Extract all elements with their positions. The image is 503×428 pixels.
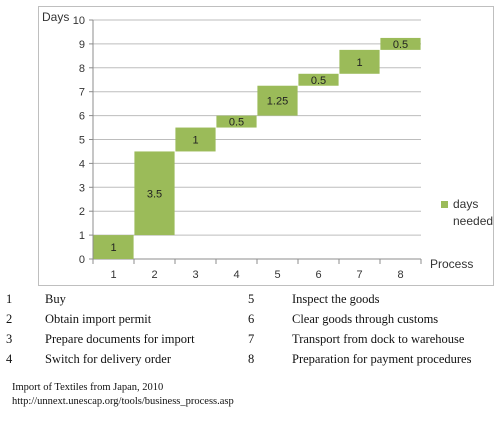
y-tick-label: 2 [79,206,85,218]
process-row: 1 Buy [6,292,256,310]
process-name: Prepare documents for import [45,332,195,346]
chart-area: 1 3.5 1 0.5 1.25 0.5 1 0.5 0 1 2 3 4 5 6 7 8 9 10 1 2 3 4 5 6 7 8… [38,6,494,286]
process-number: 3 [6,332,13,346]
data-label: 1 [192,135,198,147]
process-row: 6 Clear goods through customs [248,312,498,330]
source-url: http://unnext.unescap.org/tools/business… [12,396,234,407]
x-tick-label: 7 [356,269,362,281]
process-name: Clear goods through customs [292,312,439,326]
legend-swatch [441,201,448,208]
data-label: 0.5 [311,75,326,87]
data-label: 3.5 [147,188,162,200]
data-label: 0.5 [393,39,408,51]
data-label: 1 [356,57,362,69]
process-name: Inspect the goods [292,292,380,306]
x-tick-label: 5 [274,269,280,281]
process-number: 6 [248,312,255,326]
legend-label: days needed [453,197,493,228]
process-name: Preparation for payment procedures [292,352,472,366]
bar [93,235,134,259]
x-axis-label: Process [430,257,473,271]
x-tick-label: 2 [151,269,157,281]
process-row: 2 Obtain import permit [6,312,256,330]
y-tick-label: 9 [79,39,85,51]
y-tick-label: 3 [79,182,85,194]
source-note: Import of Textiles from Japan, 2010 http… [12,381,234,409]
y-tick-label: 10 [73,15,85,27]
process-name: Obtain import permit [45,312,152,326]
bar [298,73,339,86]
y-tick-label: 1 [79,230,85,242]
y-tick-label: 4 [79,158,85,170]
process-name: Switch for delivery order [45,352,172,366]
bar [134,151,175,236]
bar-labels: 1 3.5 1 0.5 1.25 0.5 1 0.5 [110,39,408,254]
process-number: 2 [6,312,13,326]
process-row: 4 Switch for delivery order [6,352,256,370]
process-number: 5 [248,292,255,306]
axis-ticks: 0 1 2 3 4 5 6 7 8 9 10 1 2 3 4 5 6 7 8 [73,15,422,281]
process-name: Transport from dock to warehouse [292,332,465,346]
bar [175,127,216,152]
process-row: 3 Prepare documents for import [6,332,256,350]
y-tick-label: 7 [79,87,85,99]
data-label: 1 [110,242,116,254]
data-label: 0.5 [229,117,244,129]
y-tick-label: 8 [79,63,85,75]
data-label: 1.25 [267,96,288,108]
bar [380,37,421,50]
y-tick-label: 6 [79,111,85,123]
bars [93,37,421,259]
y-axis-label: Days [42,10,69,24]
process-number: 8 [248,352,255,366]
y-tick-label: 5 [79,135,85,147]
bar [216,115,257,128]
x-tick-label: 8 [397,269,403,281]
y-tick-label: 0 [79,254,85,266]
x-tick-label: 1 [110,269,116,281]
x-tick-label: 6 [315,269,321,281]
process-row: 8 Preparation for payment procedures [248,352,498,370]
process-row: 5 Inspect the goods [248,292,498,310]
process-row: 7 Transport from dock to warehouse [248,332,498,350]
bar [339,49,380,74]
bar [257,85,298,116]
x-tick-label: 3 [192,269,198,281]
source-title: Import of Textiles from Japan, 2010 [12,382,164,393]
process-number: 7 [248,332,255,346]
process-name: Buy [45,292,66,306]
x-tick-label: 4 [233,269,239,281]
process-number: 4 [6,352,13,366]
cropped-title [0,0,503,5]
process-number: 1 [6,292,13,306]
waterfall-chart: 1 3.5 1 0.5 1.25 0.5 1 0.5 0 1 2 3 4 5 6 7 8 9 10 1 2 3 4 5 6 7 8… [42,10,493,281]
